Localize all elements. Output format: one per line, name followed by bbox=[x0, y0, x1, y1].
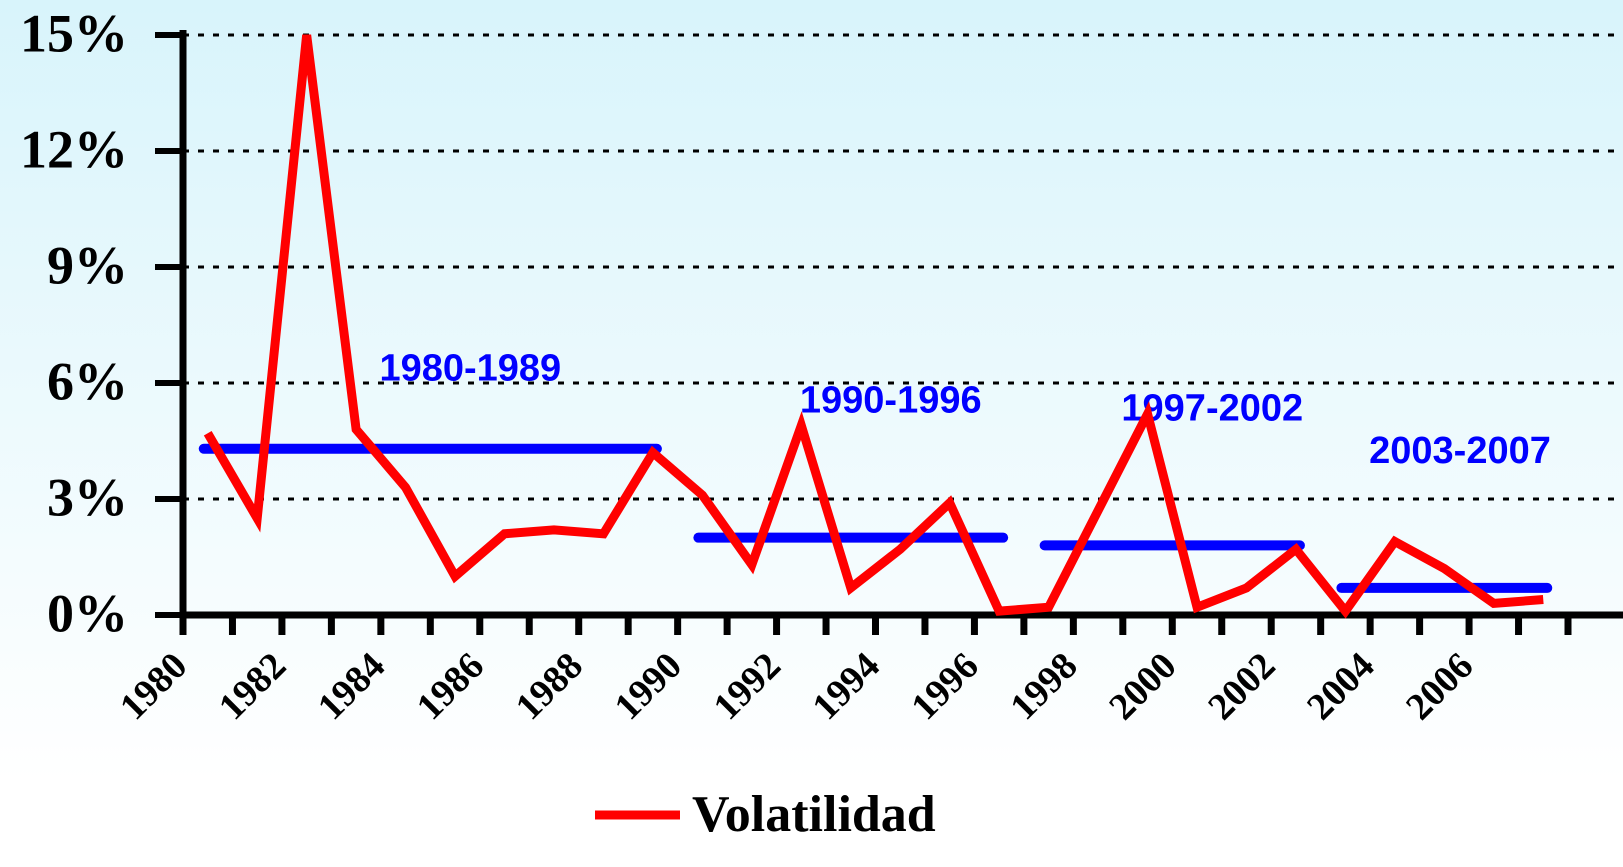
x-tick-label: 2006 bbox=[1398, 645, 1481, 728]
x-tick-label: 2000 bbox=[1101, 645, 1184, 728]
x-tick-label: 1990 bbox=[607, 645, 690, 728]
x-tick-label: 1992 bbox=[705, 645, 788, 728]
period-label: 1990-1996 bbox=[800, 380, 982, 422]
period-label: 1980-1989 bbox=[379, 348, 561, 390]
x-tick-label: 1982 bbox=[211, 645, 294, 728]
x-tick-label: 1984 bbox=[310, 645, 393, 728]
line-series bbox=[203, 34, 1544, 619]
y-tick-label: 6% bbox=[47, 351, 128, 411]
x-tick-label: 1996 bbox=[903, 645, 986, 728]
x-tick-label: 1986 bbox=[409, 645, 492, 728]
x-tick-label: 2004 bbox=[1299, 645, 1382, 728]
y-tick-label: 3% bbox=[47, 467, 128, 527]
y-tick-label: 9% bbox=[47, 235, 128, 295]
y-tick-label: 12% bbox=[20, 119, 128, 179]
x-tick-label: 2002 bbox=[1200, 645, 1283, 728]
x-tick-label: 1988 bbox=[508, 645, 591, 728]
x-tick-label: 1980 bbox=[112, 645, 195, 728]
y-tick-label: 0% bbox=[47, 583, 128, 643]
x-tick-label: 1994 bbox=[804, 645, 887, 728]
x-tick-label: 1998 bbox=[1002, 645, 1085, 728]
y-tick-label: 15% bbox=[20, 3, 128, 63]
legend-label: Volatilidad bbox=[692, 786, 936, 843]
period-label: 2003-2007 bbox=[1369, 430, 1551, 472]
